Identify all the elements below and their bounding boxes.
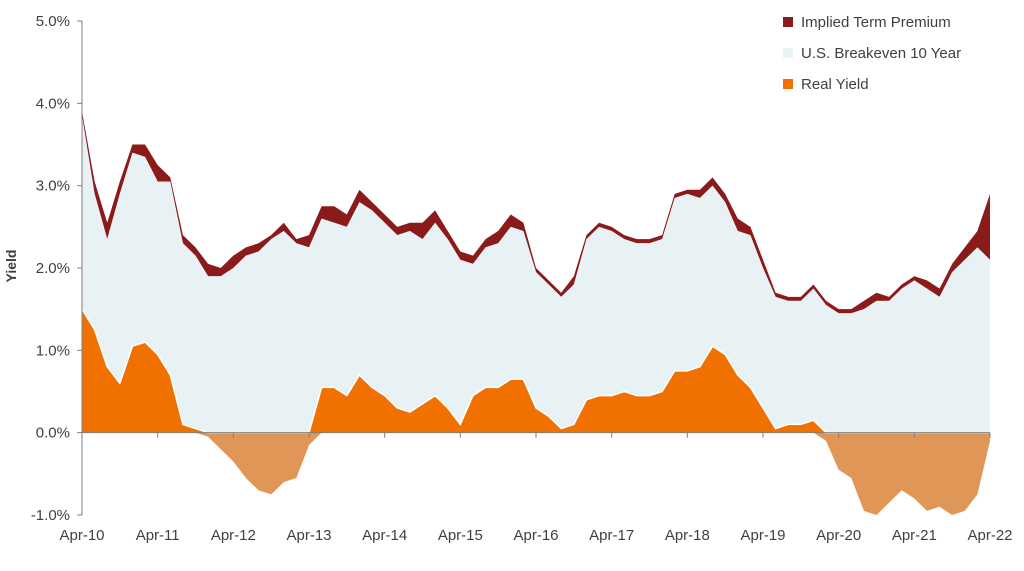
x-tick-label: Apr-13 [286,527,331,544]
x-tick-label: Apr-17 [589,527,634,544]
legend-swatch [783,48,793,58]
y-tick-label: -1.0% [31,507,70,524]
series-area-implied-term-premium [82,111,990,314]
x-tick-label: Apr-19 [740,527,785,544]
legend-label: Implied Term Premium [801,14,951,31]
x-tick-label: Apr-21 [892,527,937,544]
x-tick-label: Apr-11 [136,527,180,544]
y-axis-title: Yield [3,250,19,283]
x-tick-label: Apr-22 [967,527,1012,544]
legend-label: Real Yield [801,76,869,93]
y-tick-label: 4.0% [36,95,70,112]
plot-area [81,21,990,515]
x-tick-label: Apr-14 [362,527,407,544]
legend-label: U.S. Breakeven 10 Year [801,45,961,62]
legend-swatch [783,79,793,89]
series-area-real-yield-positive [82,309,990,433]
y-tick-label: 1.0% [36,342,70,359]
x-tick-label: Apr-12 [211,527,256,544]
series-area-breakeven [82,115,990,433]
y-axis-title-group: Yield [3,250,19,283]
y-tick-label: 5.0% [36,13,70,30]
legend-swatch [783,17,793,27]
x-tick-label: Apr-20 [816,527,861,544]
legend: Implied Term Premium U.S. Breakeven 10 Ye… [783,14,961,93]
series-area-real-yield-negative [82,432,990,515]
x-tick-label: Apr-10 [59,527,104,544]
x-tick-label: Apr-16 [513,527,558,544]
y-tick-label: 3.0% [36,178,70,195]
x-tick-label: Apr-18 [665,527,710,544]
y-tick-label: 2.0% [36,260,70,277]
y-tick-label: 0.0% [36,425,70,442]
x-axis-ticks: Apr-10 Apr-11 Apr-12 Apr-13 Apr-14 Apr-15 Apr-… [59,432,1013,544]
x-tick-label: Apr-15 [438,527,483,544]
y-axis-ticks: 5.0% 4.0% 3.0% 2.0% 1.0% 0.0% -1.0% [31,13,82,524]
